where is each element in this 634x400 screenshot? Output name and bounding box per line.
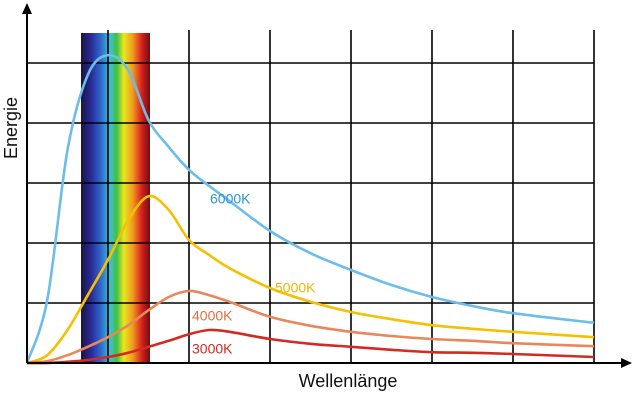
x-axis-arrow — [621, 358, 632, 368]
x-axis-title: Wellenlänge — [299, 371, 398, 391]
series-label: 6000K — [210, 191, 251, 207]
grid — [26, 30, 595, 364]
series-line — [25, 53, 595, 364]
lines: 6000K 5000K 4000K 3000K — [25, 53, 595, 365]
y-axis-arrow — [22, 3, 32, 14]
series-line — [26, 194, 595, 365]
y-axis-title: Energie — [1, 97, 21, 159]
series-line — [26, 328, 595, 365]
series-line — [26, 289, 595, 365]
visible-spectrum — [81, 33, 150, 363]
series-label: 3000K — [192, 341, 233, 357]
series-label: 5000K — [275, 280, 316, 296]
series-label: 4000K — [192, 308, 233, 324]
